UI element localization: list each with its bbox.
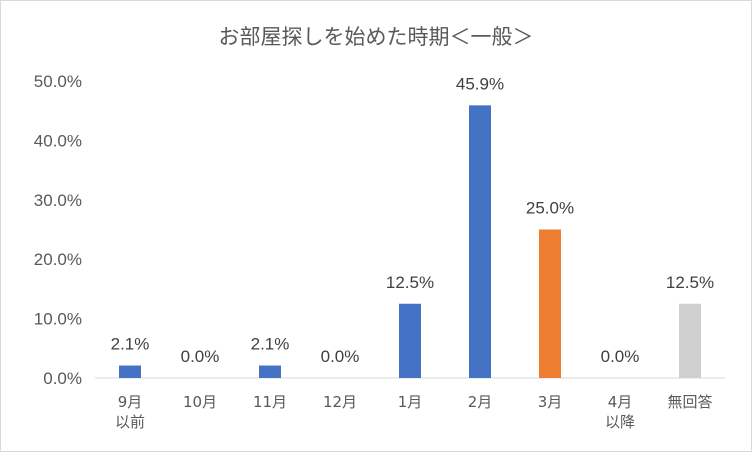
x-tick-label: 以前 bbox=[115, 413, 145, 431]
data-label: 45.9% bbox=[456, 74, 504, 93]
data-label: 0.0% bbox=[181, 347, 220, 366]
y-tick-label: 10.0% bbox=[34, 310, 82, 329]
x-tick-label: 3月 bbox=[538, 393, 563, 411]
x-tick-label: 10月 bbox=[183, 393, 217, 411]
x-tick-label: 以降 bbox=[605, 413, 635, 431]
bar bbox=[539, 229, 561, 378]
data-label: 12.5% bbox=[386, 273, 434, 292]
data-label: 0.0% bbox=[601, 347, 640, 366]
bar bbox=[469, 105, 491, 378]
data-label: 25.0% bbox=[526, 199, 574, 218]
bar bbox=[119, 365, 141, 378]
bar bbox=[679, 303, 701, 378]
bar bbox=[399, 303, 421, 378]
data-label: 12.5% bbox=[666, 273, 714, 292]
y-tick-label: 50.0% bbox=[34, 72, 82, 91]
y-tick-label: 40.0% bbox=[34, 131, 82, 150]
data-label: 2.1% bbox=[111, 335, 150, 354]
x-tick-label: 12月 bbox=[323, 393, 357, 411]
y-tick-label: 0.0% bbox=[43, 369, 82, 388]
x-tick-label: 4月 bbox=[608, 393, 633, 411]
bars bbox=[119, 105, 701, 378]
data-label: 2.1% bbox=[251, 335, 290, 354]
data-labels: 2.1% 0.0% 2.1% 0.0% 12.5% 45.9% 25.0% 0.0% 12.5% bbox=[111, 74, 714, 366]
bar bbox=[259, 365, 281, 378]
y-axis: 0.0% 10.0% 20.0% 30.0% 40.0% 50.0% bbox=[34, 72, 82, 388]
y-tick-label: 30.0% bbox=[34, 191, 82, 210]
y-tick-label: 20.0% bbox=[34, 250, 82, 269]
chart-title: お部屋探しを始めた時期＜一般＞ bbox=[219, 25, 534, 49]
x-tick-label: 1月 bbox=[398, 393, 423, 411]
data-label: 0.0% bbox=[321, 347, 360, 366]
x-tick-label: 無回答 bbox=[667, 393, 712, 411]
x-tick-label: 11月 bbox=[253, 393, 287, 411]
x-tick-label: 9月 bbox=[118, 393, 143, 411]
x-tick-label: 2月 bbox=[468, 393, 493, 411]
